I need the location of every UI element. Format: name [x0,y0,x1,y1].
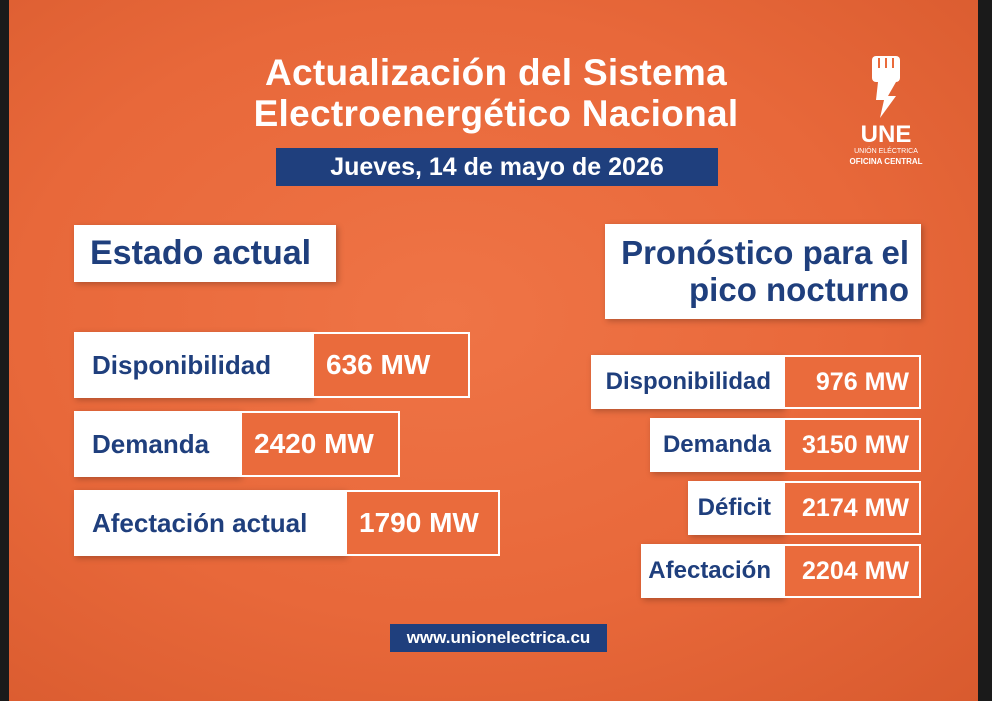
row-label: Demanda [650,418,783,472]
logo-icon [872,56,900,118]
logo: UNE UNIÓN ELÉCTRICA OFICINA CENTRAL [838,52,934,172]
row-label: Afectación actual [74,490,345,556]
row-label: Disponibilidad [74,332,312,398]
row-label: Afectación [641,544,783,598]
heading-line: Pronóstico para el [621,234,909,271]
footer-url: www.unionelectrica.cu [390,624,607,652]
logo-text: OFICINA CENTRAL [849,157,923,166]
row-label: Demanda [74,411,240,477]
title-line: Electroenergético Nacional [253,93,739,134]
row-value: 2174 MW [783,481,921,535]
heading-line: pico nocturno [689,271,909,308]
title-line: Actualización del Sistema [265,52,727,93]
logo-text: UNIÓN ELÉCTRICA [854,148,918,155]
date-badge: Jueves, 14 de mayo de 2026 [276,148,718,186]
row-value: 1790 MW [345,490,500,556]
section-heading: Estado actual [74,225,336,282]
row-value: 3150 MW [783,418,921,472]
row-value: 636 MW [312,332,470,398]
section-heading: Pronóstico para el pico nocturno [605,224,921,319]
left-edge [0,0,9,701]
row-value: 976 MW [783,355,921,409]
row-label: Disponibilidad [591,355,783,409]
logo-name: UNE [860,121,912,148]
right-edge [978,0,992,701]
row-label: Déficit [688,481,783,535]
row-value: 2204 MW [783,544,921,598]
row-value: 2420 MW [240,411,400,477]
